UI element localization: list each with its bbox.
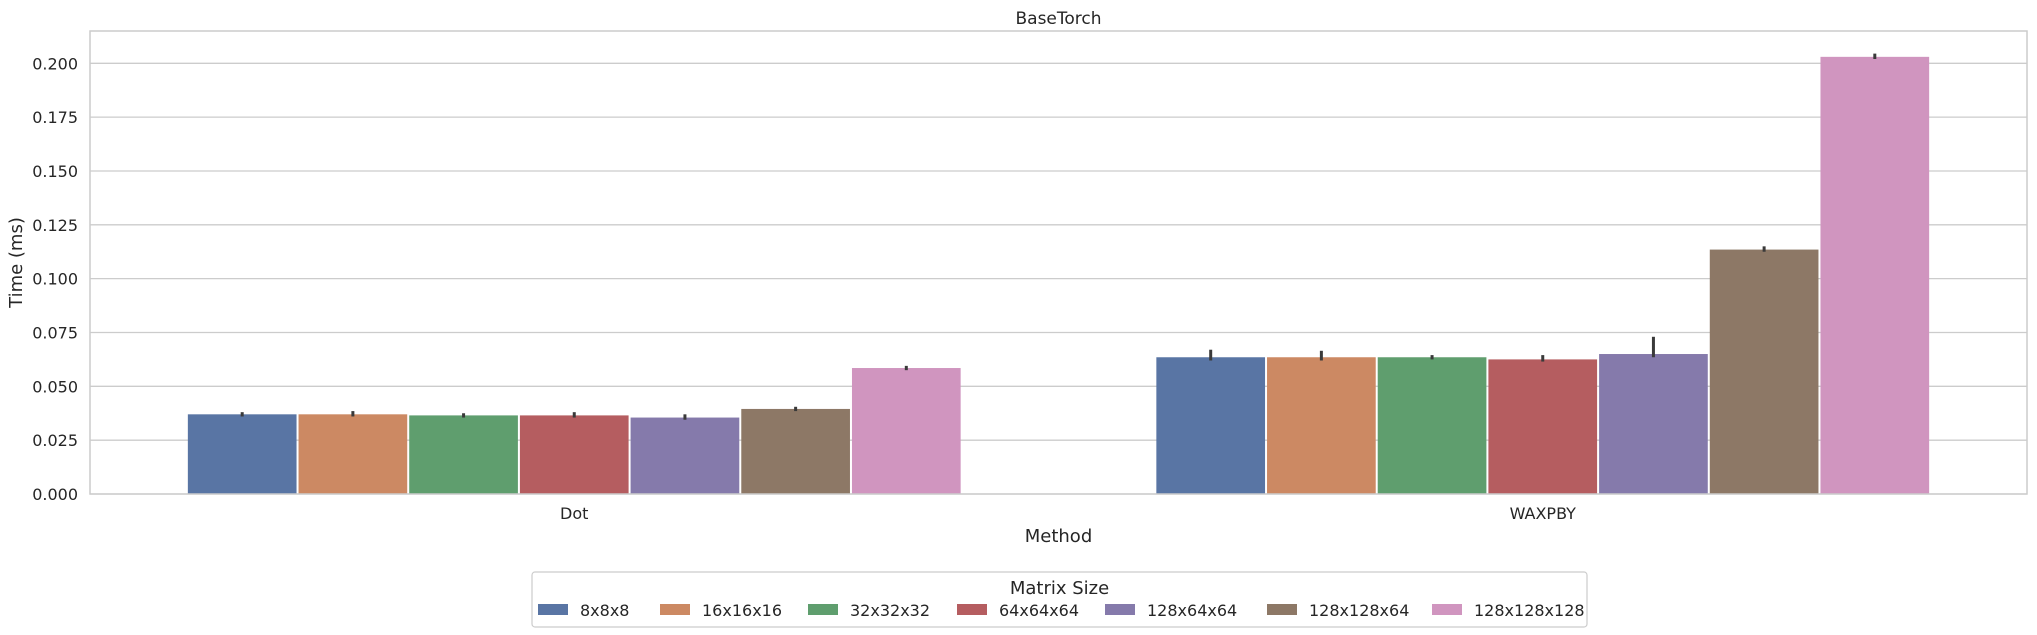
error-bars-layer: [240, 53, 1877, 420]
x-tick-label: WAXPBY: [1510, 504, 1577, 523]
legend-swatch: [660, 604, 690, 615]
bar: [851, 368, 961, 494]
y-axis-title: Time (ms): [6, 217, 27, 309]
bar: [298, 414, 408, 494]
legend-label: 128x128x64: [1309, 601, 1409, 620]
bar: [1267, 357, 1376, 494]
legend-items: 8x8x8 16x16x16 32x32x32 64x64x64 128x64x64 12…: [538, 601, 1585, 620]
legend-swatch: [1432, 604, 1462, 615]
legend-swatch: [808, 604, 838, 615]
legend-label: 8x8x8: [580, 601, 629, 620]
bar: [1709, 249, 1819, 494]
bar: [630, 417, 740, 494]
bars-layer: [187, 56, 1930, 495]
bar: [1377, 357, 1487, 494]
x-tick-labels: Dot WAXPBY: [560, 504, 1576, 523]
y-tick-label: 0.025: [32, 431, 78, 450]
bar: [187, 414, 297, 494]
legend-label: 16x16x16: [702, 601, 782, 620]
y-tick-label: 0.175: [32, 108, 78, 127]
bar: [1820, 56, 1930, 495]
legend-swatch: [538, 604, 568, 615]
y-tick-label: 0.150: [32, 162, 78, 181]
y-tick-label: 0.200: [32, 54, 78, 73]
legend-label: 128x64x64: [1147, 601, 1237, 620]
legend-label: 64x64x64: [999, 601, 1079, 620]
y-tick-labels: 0.000 0.025 0.050 0.075 0.100 0.125 0.150 0.175…: [32, 54, 78, 504]
legend-swatch: [957, 604, 987, 615]
bar: [1488, 359, 1598, 494]
y-tick-label: 0.125: [32, 216, 78, 235]
y-tick-label: 0.000: [32, 485, 78, 504]
chart-title: BaseTorch: [1015, 9, 1101, 29]
x-tick-label: Dot: [560, 504, 588, 523]
y-tick-label: 0.050: [32, 377, 78, 396]
legend: Matrix Size 8x8x8 16x16x16 32x32x32 64x64x6…: [531, 571, 1588, 628]
bar: [741, 408, 850, 494]
x-axis-title: Method: [1025, 526, 1093, 547]
legend-label: 128x128x128: [1474, 601, 1585, 620]
bar: [409, 415, 518, 494]
bar: [519, 415, 629, 494]
legend-label: 32x32x32: [850, 601, 930, 620]
bar: [1156, 357, 1266, 494]
legend-swatch: [1105, 604, 1135, 615]
y-tick-label: 0.100: [32, 270, 78, 289]
legend-box: [531, 571, 1588, 628]
bar: [1599, 354, 1708, 494]
y-tick-label: 0.075: [32, 323, 78, 342]
legend-swatch: [1267, 604, 1297, 615]
plot-frame: [89, 30, 2028, 495]
legend-title: Matrix Size: [1010, 578, 1109, 599]
